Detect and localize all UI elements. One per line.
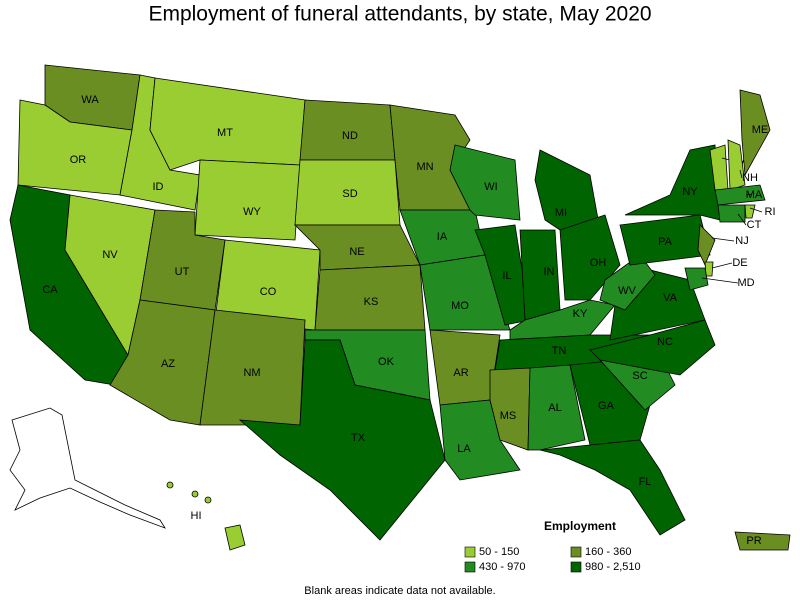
state: [727, 139, 746, 191]
state-label: AZ: [161, 358, 175, 370]
state-label: KS: [364, 296, 379, 308]
island: [191, 490, 199, 498]
state-label: NY: [682, 186, 698, 198]
state-label: CA: [42, 284, 58, 296]
legend-label: 430 - 970: [479, 561, 525, 573]
island: [204, 496, 212, 504]
leader-line: [749, 207, 763, 213]
state-label: MT: [217, 127, 233, 139]
state-label: SC: [632, 370, 647, 382]
state-label: NV: [102, 249, 118, 261]
state-label: WV: [618, 285, 636, 297]
state-label: ME: [752, 124, 769, 136]
state: [684, 267, 709, 291]
state: [739, 89, 771, 177]
state-label: IL: [502, 270, 511, 282]
state: [539, 439, 686, 536]
legend-swatch: [570, 546, 582, 558]
state-label: SD: [342, 188, 357, 200]
legend-label: 160 - 360: [585, 546, 631, 558]
state-label: IA: [437, 231, 448, 243]
state-label: PR: [746, 535, 761, 547]
map-title: Employment of funeral attendants, by sta…: [148, 3, 651, 26]
state-label: MO: [451, 300, 469, 312]
state: [534, 149, 601, 231]
state-label: OK: [378, 356, 395, 368]
state: [224, 524, 246, 551]
state-label: AR: [453, 367, 468, 379]
island: [166, 481, 174, 489]
state-label: ID: [153, 181, 164, 193]
state-label: NH: [742, 172, 758, 184]
state-label: UT: [175, 266, 190, 278]
state-label: MD: [737, 277, 754, 289]
state: [238, 339, 446, 541]
state: [624, 144, 721, 221]
footnote: Blank areas indicate data not available.: [304, 585, 495, 597]
legend-label: 50 - 150: [479, 546, 519, 558]
state-label: NJ: [735, 235, 748, 247]
leader-line: [701, 277, 739, 284]
leader-line: [745, 193, 753, 196]
state-label: TN: [552, 345, 567, 357]
state: [734, 531, 791, 551]
state-label: NM: [243, 367, 260, 379]
state-label: HI: [191, 510, 202, 522]
state-label: AL: [548, 402, 561, 414]
state-label: RI: [765, 206, 776, 218]
state-label: PA: [658, 236, 673, 248]
state-label: IN: [544, 266, 555, 278]
state-label: VA: [663, 292, 678, 304]
leader-line: [711, 237, 735, 242]
state-label: OR: [70, 154, 87, 166]
state-label: WA: [81, 94, 99, 106]
state: [474, 224, 531, 326]
state: [489, 367, 531, 451]
state: [717, 204, 746, 223]
state-label: MI: [555, 207, 567, 219]
state: [449, 144, 521, 221]
state-label: CT: [747, 219, 762, 231]
state: [589, 319, 716, 376]
state-label: MN: [416, 161, 433, 173]
state: [744, 204, 756, 219]
state-label: ND: [342, 130, 358, 142]
legend-swatch: [464, 561, 476, 573]
state-label: KY: [573, 308, 588, 320]
state-label: GA: [598, 400, 615, 412]
legend-swatch: [464, 546, 476, 558]
legend-title: Employment: [544, 519, 616, 533]
state: [194, 159, 301, 241]
leader-line: [737, 213, 747, 226]
state-label: MA: [746, 189, 763, 201]
alaska: [9, 407, 166, 529]
state: [714, 184, 766, 206]
state: [527, 364, 586, 451]
state-label: WI: [484, 181, 497, 193]
state: [697, 224, 716, 267]
state-label: WY: [243, 206, 261, 218]
legend-swatch: [570, 561, 582, 573]
state-label: MS: [500, 410, 517, 422]
state-label: OH: [590, 257, 607, 269]
state-label: DE: [732, 257, 747, 269]
state-label: TX: [351, 432, 366, 444]
legend-label: 980 - 2,510: [585, 561, 641, 573]
state-label: CO: [260, 286, 277, 298]
leader-line: [711, 262, 733, 269]
state-label: LA: [457, 443, 471, 455]
state-label: FL: [639, 476, 652, 488]
state-label: NE: [349, 246, 364, 258]
leader-line: [739, 169, 743, 179]
state-label: NC: [657, 336, 673, 348]
state: [149, 77, 306, 171]
state: [619, 214, 711, 266]
